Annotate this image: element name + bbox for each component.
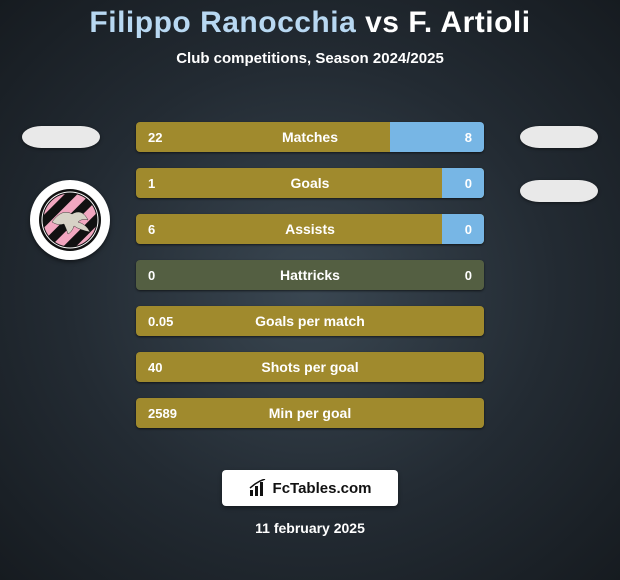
stat-row-hattricks: 00Hattricks — [136, 260, 484, 290]
right-logo-pill-1 — [520, 126, 598, 148]
chart-icon — [249, 479, 267, 497]
date-text: 11 february 2025 — [0, 520, 620, 536]
subtitle: Club competitions, Season 2024/2025 — [0, 50, 620, 67]
stat-row-goals-per-match: 0.05Goals per match — [136, 306, 484, 336]
stat-value-p1: 22 — [136, 122, 174, 152]
stat-value-p1: 6 — [136, 214, 167, 244]
bar-seg-p1 — [136, 306, 484, 336]
stat-row-shots-per-goal: 40Shots per goal — [136, 352, 484, 382]
player1-name: Filippo Ranocchia — [89, 6, 356, 39]
stat-value-p2: 0 — [453, 168, 484, 198]
stat-value-p1: 40 — [136, 352, 174, 382]
bar-seg-neutral — [136, 260, 484, 290]
stat-value-p1: 1 — [136, 168, 167, 198]
bar-seg-p1 — [136, 352, 484, 382]
stat-row-goals: 10Goals — [136, 168, 484, 198]
stat-value-p1: 0.05 — [136, 306, 185, 336]
bar-seg-p1 — [136, 214, 484, 244]
right-logo-pill-2 — [520, 180, 598, 202]
left-logo-pill-1 — [22, 126, 100, 148]
stat-value-p2: 0 — [453, 214, 484, 244]
branding-badge: FcTables.com — [222, 470, 398, 506]
crest-icon — [38, 188, 102, 252]
stat-value-p1: 2589 — [136, 398, 189, 428]
bar-seg-p1 — [136, 168, 484, 198]
club-crest — [30, 180, 110, 260]
comparison-infographic: Filippo Ranocchia vs F. Artioli Club com… — [0, 0, 620, 580]
stat-row-matches: 228Matches — [136, 122, 484, 152]
page-title: Filippo Ranocchia vs F. Artioli — [0, 6, 620, 40]
stat-value-p2: 8 — [453, 122, 484, 152]
stat-value-p2: 0 — [453, 260, 484, 290]
stat-bars: 228Matches10Goals60Assists00Hattricks0.0… — [136, 122, 484, 444]
branding-label: FcTables.com — [273, 480, 372, 497]
stat-value-p1: 0 — [136, 260, 167, 290]
stat-row-min-per-goal: 2589Min per goal — [136, 398, 484, 428]
player2-name: F. Artioli — [408, 6, 530, 39]
vs-text: vs — [365, 6, 399, 39]
stat-row-assists: 60Assists — [136, 214, 484, 244]
